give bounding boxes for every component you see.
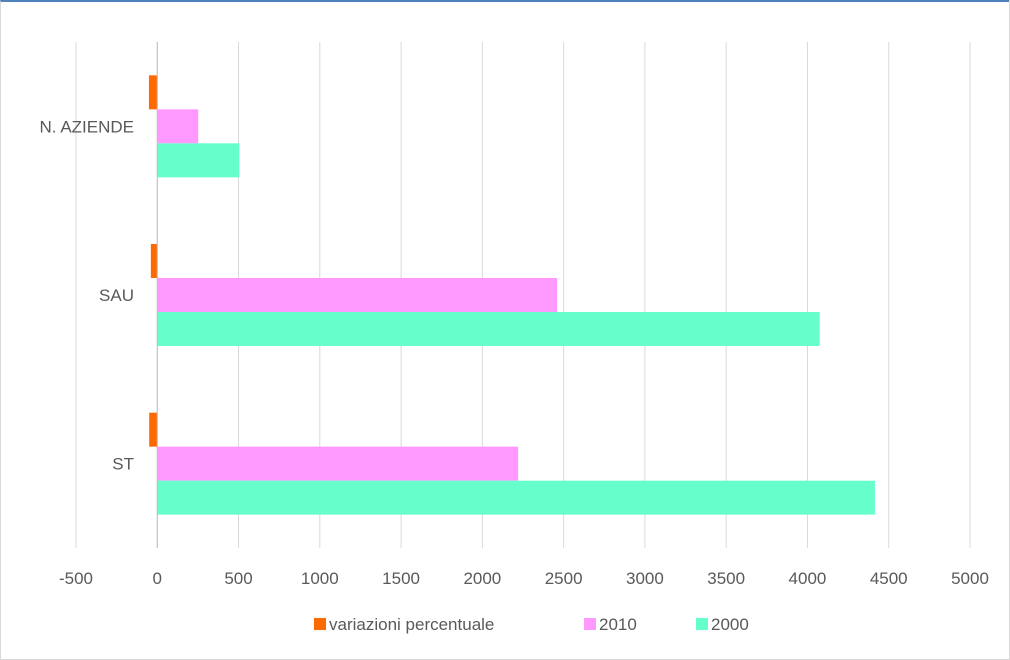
- category-label: ST: [112, 455, 134, 474]
- bar-variazioni-percentuale: [148, 75, 158, 110]
- x-tick-label: 3000: [626, 569, 664, 588]
- bar-2010: [157, 109, 199, 144]
- legend-item: variazioni percentuale: [314, 615, 494, 634]
- bar-2000: [157, 312, 820, 346]
- legend: variazioni percentuale 2010 2000: [314, 615, 749, 634]
- bar-2000: [157, 480, 875, 515]
- legend-swatch: [584, 618, 596, 630]
- legend-label: 2010: [599, 615, 637, 634]
- x-tick-label: 0: [153, 569, 162, 588]
- bar-2010: [157, 278, 558, 312]
- legend-item: 2010: [584, 615, 637, 634]
- x-tick-label: 1000: [301, 569, 339, 588]
- category-label: N. AZIENDE: [40, 117, 134, 136]
- x-tick-label: 2000: [463, 569, 501, 588]
- x-tick-labels: -500 0 500 1000 1500 2000 2500 3000 3500 4000 4500…: [59, 569, 989, 588]
- legend-swatch: [696, 618, 708, 630]
- x-tick-label: 500: [224, 569, 252, 588]
- bar-2000: [157, 143, 240, 178]
- bar-2010: [157, 446, 519, 481]
- x-tick-label: 2500: [545, 569, 583, 588]
- bars: [148, 75, 875, 515]
- x-tick-label: 4500: [870, 569, 908, 588]
- category-label: SAU: [99, 286, 134, 305]
- bar-variazioni-percentuale: [150, 244, 158, 278]
- x-tick-label: 4000: [789, 569, 827, 588]
- legend-label: variazioni percentuale: [329, 615, 494, 634]
- legend-label: 2000: [711, 615, 749, 634]
- legend-swatch: [314, 618, 326, 630]
- x-tick-label: 1500: [382, 569, 420, 588]
- x-tick-label: 5000: [951, 569, 989, 588]
- bar-variazioni-percentuale: [149, 412, 158, 447]
- x-tick-label: -500: [59, 569, 93, 588]
- x-tick-label: 3500: [707, 569, 745, 588]
- category-labels: N. AZIENDE SAU ST: [40, 117, 134, 473]
- legend-item: 2000: [696, 615, 749, 634]
